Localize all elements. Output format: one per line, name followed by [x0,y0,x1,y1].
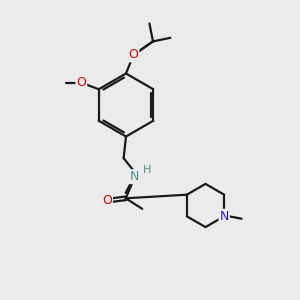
Text: N: N [129,170,139,183]
Text: O: O [76,76,86,89]
Text: H: H [142,165,151,175]
Text: O: O [129,48,138,62]
Text: N: N [220,210,229,223]
Text: O: O [102,194,112,207]
